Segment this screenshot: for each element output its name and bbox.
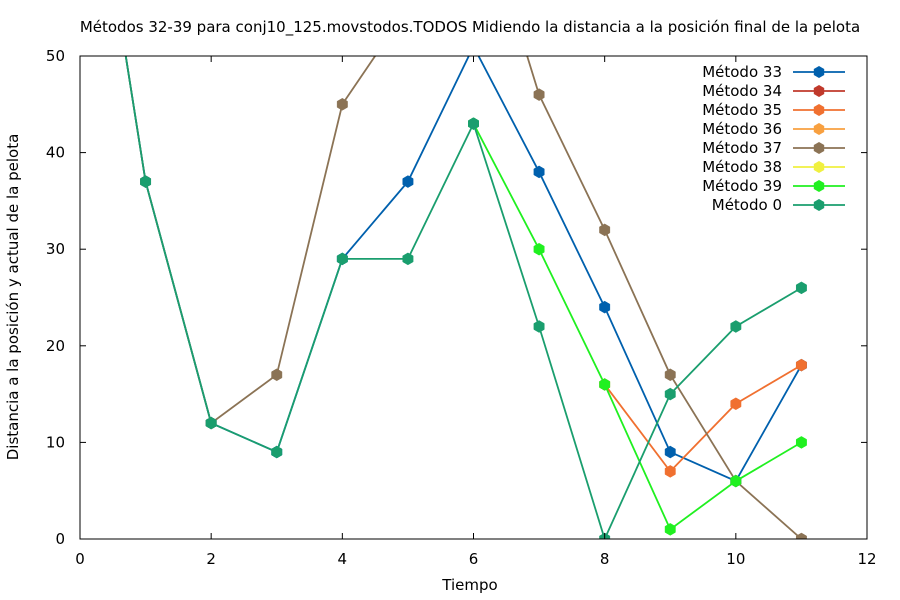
data-point [205, 416, 217, 430]
data-point [599, 300, 611, 314]
legend-swatch-marker [813, 161, 825, 173]
legend-label: Método 34 [702, 82, 782, 100]
data-point [468, 117, 479, 130]
x-tick-label: 6 [469, 550, 479, 568]
x-axis-label: Tiempo [441, 576, 497, 594]
series-line [124, 56, 803, 483]
y-tick-label: 10 [46, 433, 65, 451]
data-point [664, 368, 676, 382]
x-tick-label: 8 [600, 550, 610, 568]
y-tick-label: 50 [46, 47, 65, 65]
legend-swatch-marker [813, 104, 825, 116]
data-point [730, 397, 742, 411]
legend-item: Método 36 [702, 120, 845, 138]
series-método-33 [124, 40, 807, 488]
x-tick-label: 2 [206, 550, 216, 568]
data-point [271, 368, 283, 382]
series-line [472, 123, 802, 531]
legend-label: Método 36 [702, 120, 782, 138]
series-layer [124, 2, 807, 539]
data-point [599, 223, 611, 237]
data-point [271, 445, 283, 459]
x-axis: 0 2 4 6 8 10 12 [75, 56, 877, 568]
chart-title: Métodos 32-39 para conj10_125.movstodos.… [80, 18, 860, 37]
data-point [730, 474, 742, 488]
legend-item: Método 0 [712, 196, 845, 214]
data-point [599, 378, 611, 391]
data-point [336, 252, 348, 266]
series-método-39 [468, 117, 807, 536]
legend-item: Método 37 [702, 139, 845, 157]
series-line [603, 364, 802, 473]
data-point [336, 98, 348, 111]
legend-item: Método 33 [702, 63, 845, 81]
data-point [795, 436, 807, 449]
legend-label: Método 37 [702, 139, 782, 157]
data-point [402, 175, 414, 188]
data-point [664, 387, 676, 401]
legend-label: Método 35 [702, 101, 782, 119]
data-point [795, 358, 807, 372]
legend-label: Método 38 [702, 158, 782, 176]
legend-item: Método 35 [702, 101, 845, 119]
y-axis: 0 10 20 30 40 50 [46, 47, 867, 548]
legend-label: Método 33 [702, 63, 782, 81]
x-tick-label: 4 [338, 550, 348, 568]
legend-label: Método 39 [702, 177, 782, 195]
legend-item: Método 39 [702, 177, 845, 195]
data-point [795, 532, 807, 539]
legend-item: Método 38 [702, 158, 845, 176]
y-tick-label: 30 [46, 240, 65, 258]
legend-swatch-marker [813, 66, 825, 78]
series-método-35 [599, 358, 807, 478]
series-line [124, 56, 803, 539]
data-point [795, 281, 807, 295]
y-tick-label: 20 [46, 337, 65, 355]
y-tick-label: 0 [55, 530, 65, 548]
legend-label: Método 0 [712, 196, 782, 214]
x-tick-label: 10 [726, 550, 745, 568]
data-point [403, 2, 413, 14]
x-tick-label: 12 [857, 550, 876, 568]
data-point [533, 88, 545, 101]
data-point [730, 320, 742, 333]
data-point [533, 165, 545, 179]
data-point [402, 252, 414, 266]
legend-item: Método 34 [702, 82, 845, 100]
data-point [533, 320, 545, 333]
legend-swatch-marker [813, 142, 825, 154]
data-point [140, 175, 152, 188]
data-point [533, 242, 545, 256]
legend-swatch-marker [813, 123, 825, 135]
data-point [664, 465, 676, 478]
x-tick-label: 0 [75, 550, 85, 568]
series-line [124, 56, 802, 539]
data-point [468, 40, 478, 52]
y-tick-label: 40 [46, 144, 65, 162]
y-axis-label: Distancia a la posición y actual de la p… [4, 134, 22, 461]
legend-swatch-marker [813, 180, 825, 192]
legend-swatch-marker [813, 85, 825, 97]
data-point [664, 523, 676, 536]
series-método-0 [124, 56, 807, 539]
legend-swatch-marker [813, 199, 825, 211]
data-point [664, 445, 676, 459]
